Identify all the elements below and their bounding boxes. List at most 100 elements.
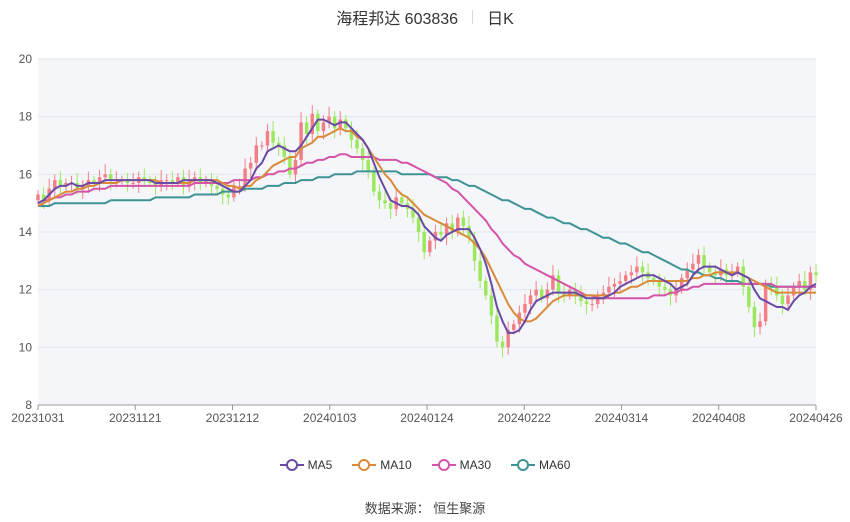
candle-down (461, 217, 466, 227)
candle-down (472, 237, 477, 261)
candle-up (36, 194, 40, 201)
candle-down (372, 171, 376, 192)
candle-down (383, 200, 387, 204)
candle-up (310, 113, 314, 134)
candle-up (696, 255, 701, 264)
y-tick-label: 16 (19, 167, 33, 181)
candle-down (332, 116, 337, 129)
candle-down (41, 194, 46, 201)
candle-down (282, 145, 287, 158)
candle-down (803, 281, 807, 290)
x-tick-label: 20240103 (303, 411, 357, 425)
candle-down (276, 142, 281, 146)
candle-up (808, 272, 813, 290)
candle-up (327, 116, 331, 123)
candle-up (260, 145, 264, 147)
candle-up (629, 272, 634, 276)
y-tick-label: 12 (19, 283, 33, 297)
candle-up (791, 286, 796, 296)
candle-up (192, 177, 197, 181)
candle-down (467, 226, 471, 238)
candle-down (780, 295, 785, 305)
ma5-swatch (279, 459, 304, 471)
candle-up (607, 286, 611, 293)
candle-down (651, 278, 656, 282)
ma60-line (38, 170, 816, 288)
candle-up (763, 283, 768, 322)
candle-down (741, 266, 745, 287)
ma30-line (37, 153, 816, 300)
candle-up (758, 321, 762, 328)
candle-down (304, 122, 309, 134)
candle-up (612, 283, 617, 287)
candle-down (484, 281, 488, 296)
chart-title: 海程邦达 603836 (336, 11, 459, 28)
legend-item-ma30[interactable]: MA30 (431, 458, 491, 472)
candle-down (349, 128, 354, 140)
x-tick-label: 20231031 (11, 411, 65, 425)
candle-up (635, 266, 639, 273)
y-tick-label: 14 (19, 225, 33, 239)
candle-down (416, 217, 421, 232)
candle-up (243, 168, 247, 186)
x-tick-label: 20240314 (595, 411, 649, 425)
x-tick-label: 20231212 (206, 411, 260, 425)
candle-down (752, 306, 757, 328)
candle-down (142, 177, 147, 181)
chart-header: 海程邦达 603836 日K (0, 6, 850, 28)
x-tick-label: 20240222 (498, 411, 552, 425)
candle-up (456, 217, 460, 232)
candle-up (797, 281, 801, 287)
y-tick-label: 8 (25, 398, 32, 412)
candle-up (523, 304, 527, 313)
candle-up (103, 174, 107, 178)
candle-down (584, 301, 589, 305)
legend-item-ma10[interactable]: MA10 (352, 458, 412, 472)
candle-down (579, 295, 583, 302)
candle-up (601, 292, 606, 296)
candle-down (58, 180, 63, 186)
candle-up (254, 145, 259, 163)
candle-down (388, 203, 393, 209)
candle-up (64, 182, 68, 186)
candle-up (590, 304, 594, 306)
candle-down (663, 286, 667, 290)
candle-up (237, 185, 242, 187)
candle-down (377, 191, 382, 201)
candle-down (288, 157, 292, 175)
candle-up (293, 159, 298, 175)
candle-up (545, 289, 550, 299)
candle-down (181, 177, 186, 186)
candle-down (450, 223, 454, 232)
candle-down (478, 260, 482, 282)
legend-label-ma60: MA60 (539, 458, 571, 472)
candle-down (707, 266, 712, 273)
candle-down (814, 272, 818, 276)
candle-down (556, 275, 561, 293)
candle-up (299, 122, 303, 160)
candle-up (512, 324, 516, 331)
candle-up (164, 180, 169, 182)
candle-up (735, 266, 740, 273)
legend-item-ma60[interactable]: MA60 (511, 458, 570, 472)
ma5-line (37, 118, 817, 334)
candle-down (148, 180, 152, 183)
candle-down (109, 174, 113, 181)
candle-down (411, 208, 415, 218)
candle-up (428, 240, 432, 253)
candle-up (691, 263, 695, 270)
candle-up (534, 289, 538, 296)
candle-up (786, 295, 790, 305)
candle-down (747, 286, 751, 307)
legend-item-ma5[interactable]: MA5 (279, 458, 332, 472)
candle-down (92, 180, 96, 183)
candle-down (489, 295, 494, 316)
candle-down (316, 113, 320, 132)
ma60-swatch (511, 459, 536, 471)
candle-up (81, 185, 85, 189)
x-tick-label: 20240426 (789, 411, 843, 425)
data-source: 数据来源： 恒生聚源 (364, 501, 486, 516)
candle-up (97, 177, 102, 183)
candle-up (204, 180, 208, 183)
